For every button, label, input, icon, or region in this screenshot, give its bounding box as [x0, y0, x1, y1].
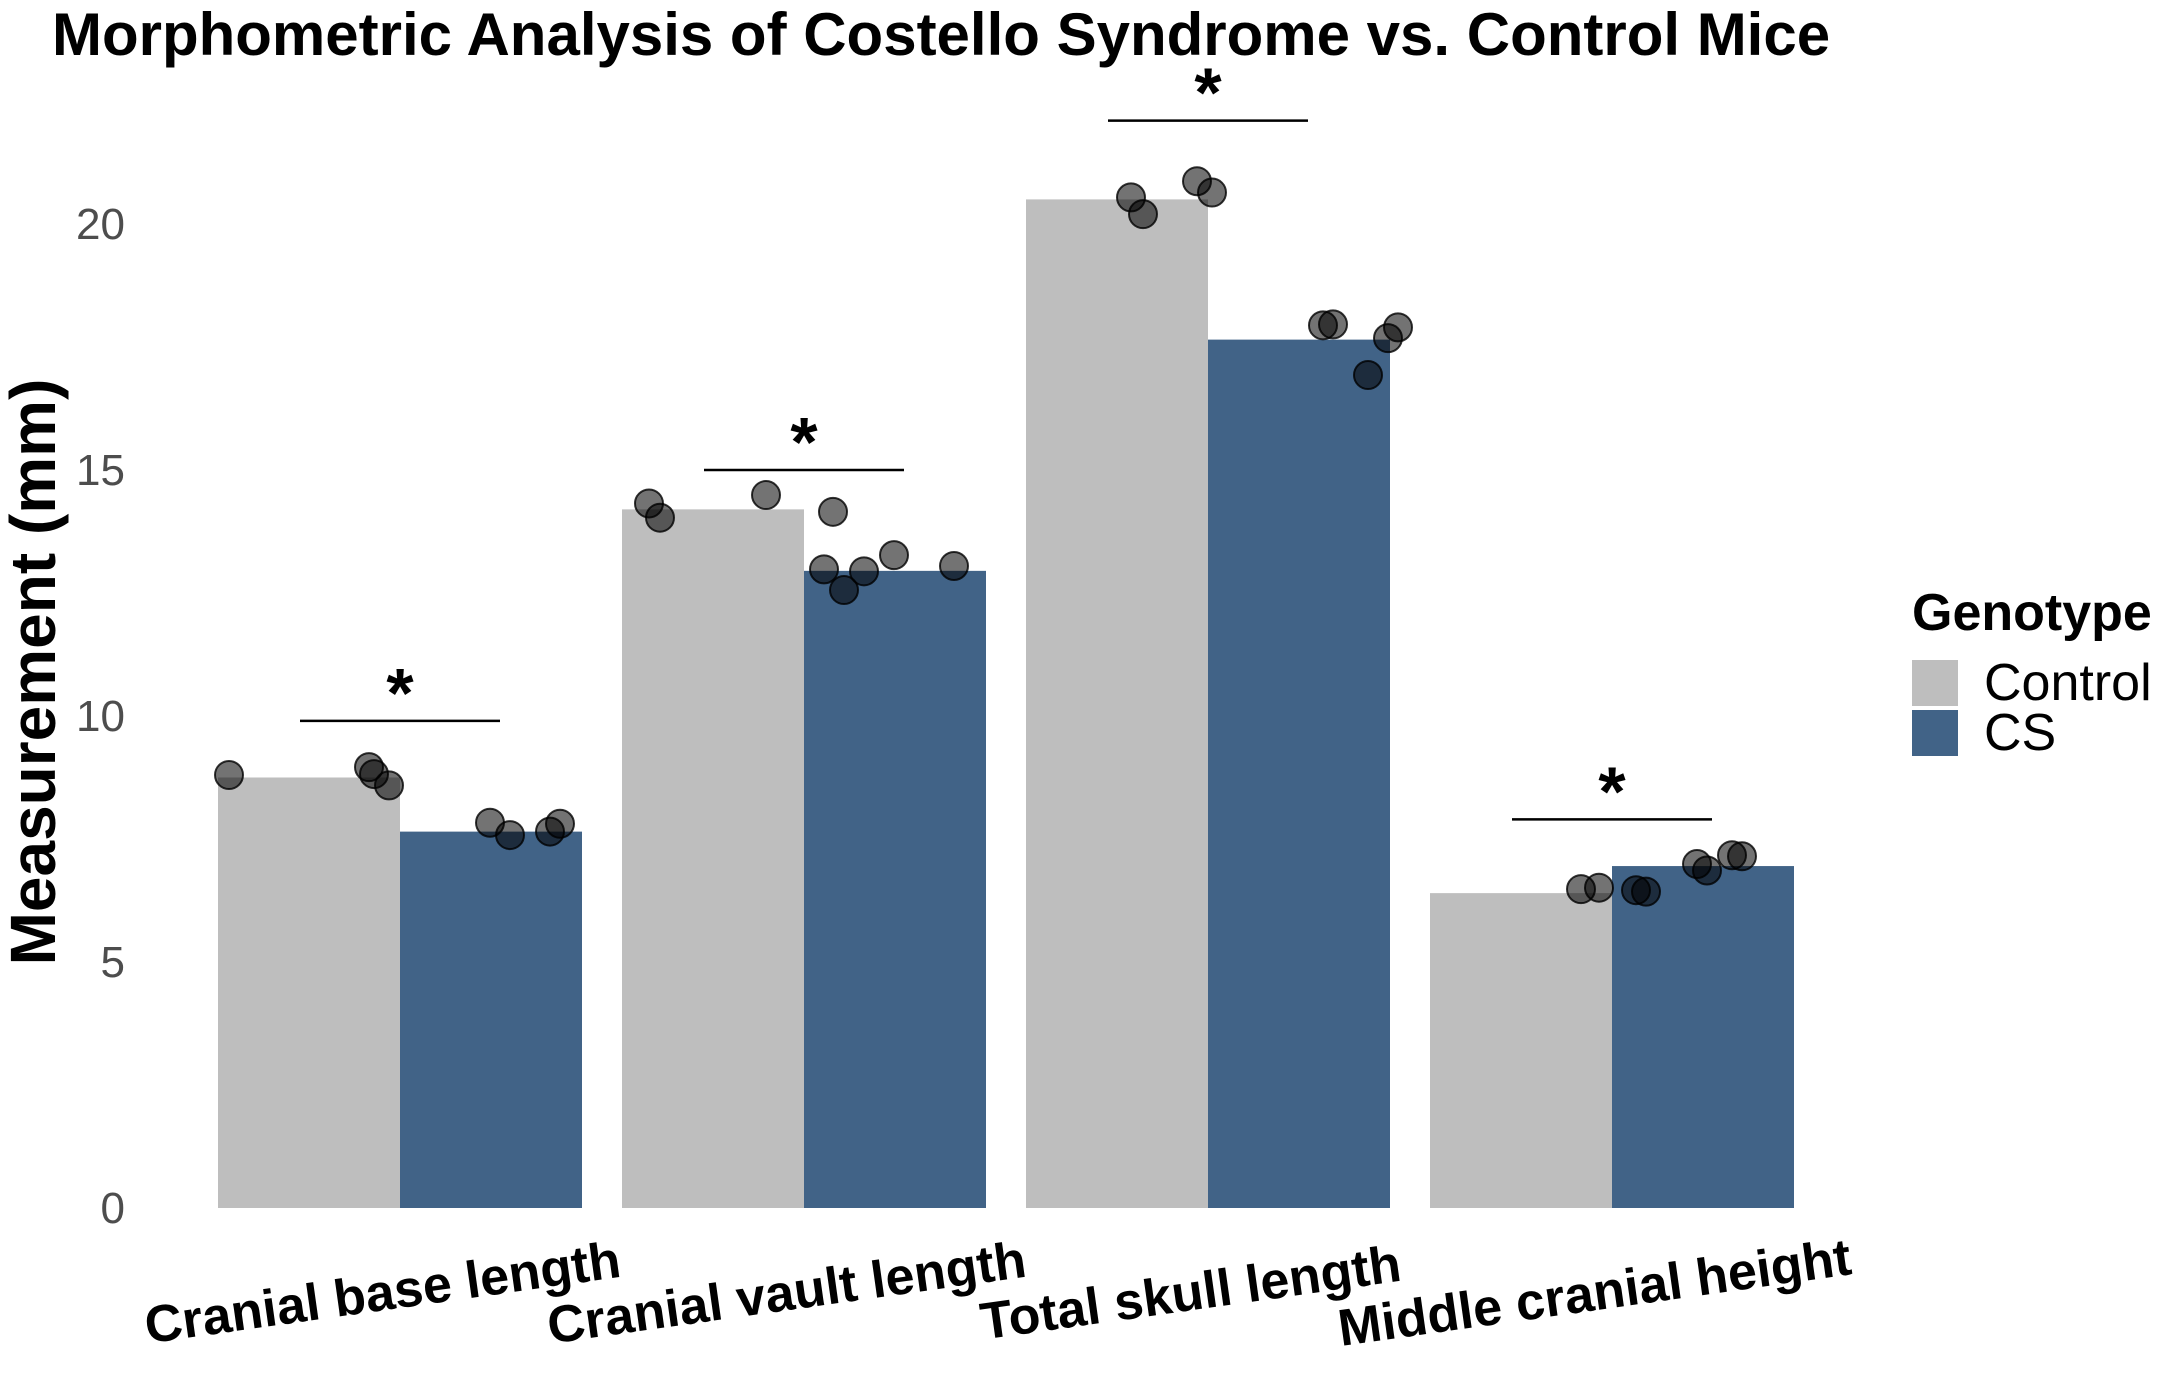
data-point — [545, 808, 575, 839]
legend-title: Genotype — [1912, 584, 2152, 642]
data-point — [939, 550, 969, 581]
data-point — [1353, 360, 1383, 391]
bar-control-0 — [218, 777, 400, 1208]
data-point — [809, 554, 839, 585]
data-point — [1318, 309, 1348, 340]
data-point — [374, 770, 404, 801]
data-point — [1584, 872, 1614, 903]
y-tick-label: 15 — [76, 446, 125, 495]
y-axis-label: Measurement (mm) — [0, 379, 69, 966]
data-point — [1128, 199, 1158, 230]
data-point — [1197, 177, 1227, 208]
x-tick-label: Middle cranial height — [1335, 1228, 1855, 1357]
data-point — [849, 556, 879, 587]
bar-control-2 — [1026, 199, 1208, 1208]
data-point — [818, 496, 848, 527]
y-tick-label: 20 — [76, 200, 125, 249]
data-point — [1631, 876, 1661, 907]
chart-title: Morphometric Analysis of Costello Syndro… — [52, 1, 1830, 68]
data-point — [1383, 312, 1413, 343]
bar-cs-0 — [400, 831, 582, 1208]
significance-star: * — [790, 403, 818, 481]
data-point — [829, 575, 859, 606]
significance-star: * — [386, 654, 414, 732]
data-point — [645, 502, 675, 533]
data-point — [879, 540, 909, 571]
bar-cs-1 — [804, 570, 986, 1208]
bar-cs-2 — [1208, 339, 1390, 1208]
data-point — [214, 760, 244, 790]
y-tick-label: 10 — [76, 692, 125, 741]
bar-control-3 — [1430, 893, 1612, 1208]
data-point — [495, 820, 525, 851]
bar-cs-3 — [1612, 866, 1794, 1208]
legend-key-cs — [1912, 710, 1958, 756]
legend-label-control: Control — [1984, 654, 2152, 712]
significance-star: * — [1194, 54, 1222, 132]
legend-label-cs: CS — [1984, 704, 2056, 762]
y-tick-label: 5 — [101, 938, 125, 987]
data-point — [751, 480, 781, 511]
significance-star: * — [1598, 752, 1626, 830]
bar-control-1 — [622, 509, 804, 1208]
y-tick-label: 0 — [101, 1184, 125, 1233]
data-point — [1692, 855, 1722, 886]
data-point — [1727, 841, 1757, 872]
legend-key-control — [1912, 660, 1958, 706]
